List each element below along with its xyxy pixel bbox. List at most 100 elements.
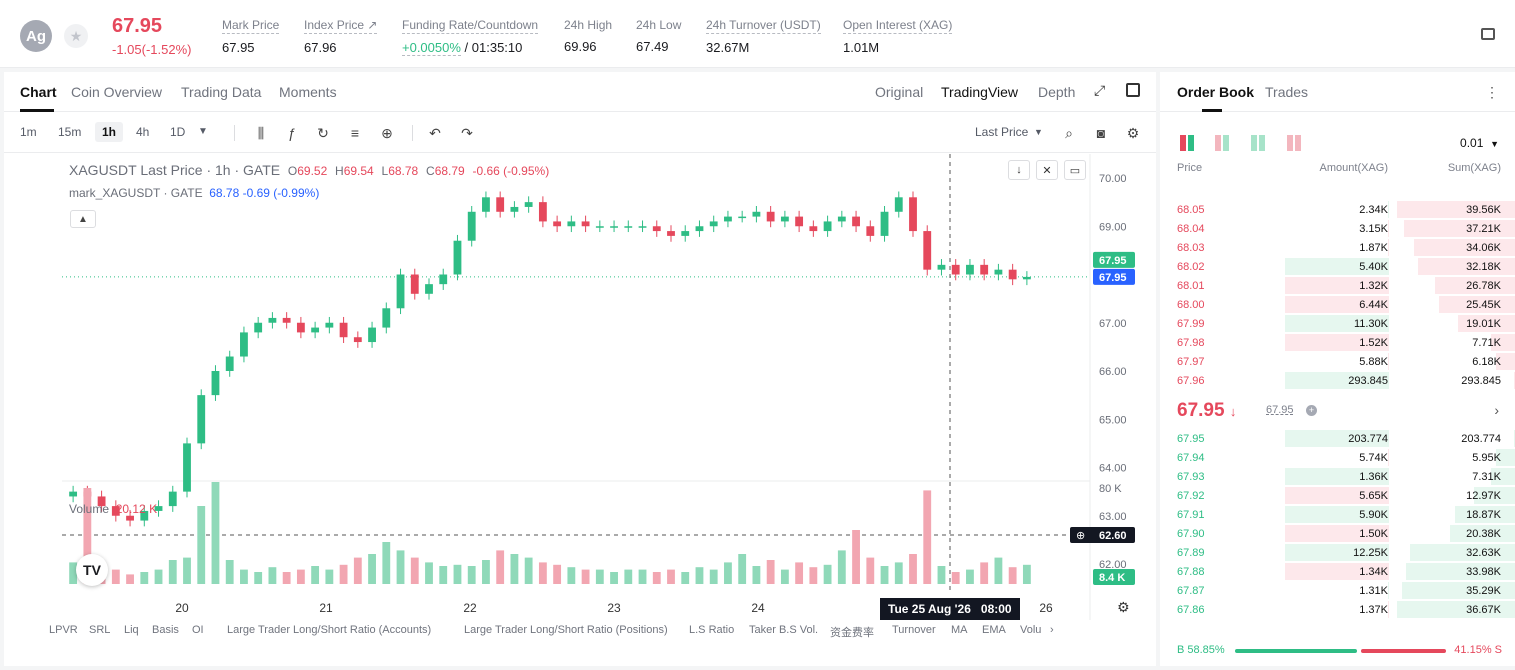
scroll-down-icon[interactable]: ↓ [1008,160,1030,180]
amount-depth-bar [1285,563,1389,580]
timeframe-15m[interactable]: 15m [58,125,82,139]
view-tradingview[interactable]: TradingView [941,84,1019,100]
tab-chart[interactable]: Chart [20,84,57,100]
bid-row[interactable]: 67.90 1.50K 20.38K [1160,524,1515,543]
timeframe-1m[interactable]: 1m [20,125,37,139]
redo-icon[interactable]: ↷ [461,124,473,141]
sum-depth-bar [1404,220,1515,237]
camera-icon[interactable]: ◙ [1096,125,1106,141]
indicator-13[interactable]: Volu [1020,624,1042,636]
indicator-6[interactable]: Large Trader Long/Short Ratio (Positions… [464,624,668,636]
collapse-legend-icon[interactable]: ▲ [70,210,96,228]
ask-row[interactable]: 68.00 6.44K 25.45K [1160,295,1515,314]
ask-row[interactable]: 68.01 1.32K 26.78K [1160,276,1515,295]
row-amount: 1.31K [1359,585,1388,597]
bid-row[interactable]: 67.93 1.36K 7.31K [1160,467,1515,486]
stat-label[interactable]: 24h Turnover (USDT) [706,18,821,34]
indicator-5[interactable]: Large Trader Long/Short Ratio (Accounts) [227,624,432,636]
stat-label[interactable]: Funding Rate/Countdown [402,18,539,34]
view-both-icon[interactable] [1179,135,1195,151]
bid-row[interactable]: 67.86 1.37K 36.67K [1160,600,1515,619]
view-original[interactable]: Original [875,84,924,100]
indicator-3[interactable]: Basis [152,624,179,636]
bid-row[interactable]: 67.94 5.74K 5.95K [1160,448,1515,467]
undo-icon[interactable]: ↶ [429,124,441,141]
more-icon[interactable]: ⋮ [1485,84,1499,100]
stat-value: 32.67M [706,40,750,55]
info-icon[interactable]: + [1306,405,1317,416]
indicator-10[interactable]: Turnover [892,624,936,636]
ask-row[interactable]: 67.99 11.30K 19.01K [1160,314,1515,333]
view-split-icon[interactable] [1214,135,1230,151]
stat-label[interactable]: Open Interest (XAG) [843,18,953,34]
volume-bar [752,566,761,584]
chevron-right-icon[interactable]: › [1494,402,1499,418]
view-depth[interactable]: Depth [1038,84,1076,100]
bid-row[interactable]: 67.95 203.774 203.774 [1160,429,1515,448]
price-chart[interactable]: 70.0069.0068.0067.0066.0065.0064.0063.00… [4,154,1156,620]
indicators-icon[interactable]: ƒ [288,125,296,141]
ask-row[interactable]: 68.02 5.40K 32.18K [1160,257,1515,276]
tab-trading-data[interactable]: Trading Data [181,84,262,100]
candle-body [538,202,547,222]
indicator-7[interactable]: L.S Ratio [689,624,735,636]
tab-order-book[interactable]: Order Book [1177,84,1255,100]
settings-toggle-icon[interactable]: ▭ [1064,160,1086,180]
precision-select[interactable]: 0.01 ▼ [1460,136,1499,150]
row-amount: 5.88K [1359,356,1388,368]
bid-row[interactable]: 67.89 12.25K 32.63K [1160,543,1515,562]
view-bids-icon[interactable] [1250,135,1266,151]
indicator-1[interactable]: SRL [89,624,111,636]
indicator-8[interactable]: Taker B.S Vol. [749,624,819,636]
timeframe-1h[interactable]: 1h [95,122,124,142]
tradingview-logo[interactable]: TV [76,554,108,586]
bid-row[interactable]: 67.87 1.31K 35.29K [1160,581,1515,600]
gear-icon[interactable]: ⚙ [1126,124,1140,141]
indicators-scroll-right-icon[interactable]: › [1050,624,1054,636]
ask-row[interactable]: 68.03 1.87K 34.06K [1160,238,1515,257]
ask-row[interactable]: 67.98 1.52K 7.71K [1160,333,1515,352]
candle-body [282,317,291,323]
replay-icon[interactable]: ↻ [317,124,329,141]
search-icon[interactable]: ⌕ [1065,124,1073,141]
stat-label[interactable]: Index Price ↗ [304,18,378,34]
templates-icon[interactable]: ≡ [350,125,360,141]
collapse-icon[interactable]: ✕ [1036,160,1058,180]
ask-row[interactable]: 68.04 3.15K 37.21K [1160,219,1515,238]
bid-row[interactable]: 67.91 5.90K 18.87K [1160,505,1515,524]
price-source-caret-icon[interactable]: ▼ [1034,127,1043,137]
indicator-12[interactable]: EMA [982,624,1006,636]
row-amount: 1.87K [1359,242,1388,254]
ask-row[interactable]: 67.97 5.88K 6.18K [1160,352,1515,371]
bid-row[interactable]: 67.92 5.65K 12.97K [1160,486,1515,505]
timeframe-4h[interactable]: 4h [136,125,150,139]
amount-depth-bar [1285,277,1389,294]
row-amount: 5.40K [1359,261,1388,273]
tab-moments[interactable]: Moments [279,84,337,100]
candle-type-icon[interactable]: ⫼ [257,124,265,141]
timeframe-dropdown-icon[interactable]: ▼ [198,126,208,137]
add-alert-icon[interactable]: ⊕ [381,124,393,141]
stat-label[interactable]: Mark Price [222,18,280,34]
indicator-2[interactable]: Liq [124,624,139,636]
tab-trades[interactable]: Trades [1265,84,1309,100]
indicator-11[interactable]: MA [951,624,968,636]
row-sum: 293.845 [1461,375,1501,387]
expand-icon[interactable]: ⤢ [1094,82,1106,98]
row-price: 67.95 [1177,433,1205,445]
price-source-select[interactable]: Last Price [975,125,1029,139]
timeframe-1d[interactable]: 1D [170,125,186,139]
ask-row[interactable]: 67.96 293.845 293.845 [1160,371,1515,390]
favorite-star-icon[interactable]: ★ [64,24,88,48]
ask-row[interactable]: 68.05 2.34K 39.56K [1160,200,1515,219]
indicator-0[interactable]: LPVR [49,624,78,636]
amount-depth-bar [1285,315,1389,332]
bid-row[interactable]: 67.88 1.34K 33.98K [1160,562,1515,581]
indicator-9[interactable]: 资金费率 [830,627,874,639]
view-asks-icon[interactable] [1286,135,1302,151]
indicator-4[interactable]: OI [192,624,204,636]
book-icon[interactable] [1481,28,1495,40]
row-price: 67.92 [1177,490,1205,502]
tab-coin-overview[interactable]: Coin Overview [71,84,163,100]
fullscreen-icon[interactable] [1126,83,1140,97]
